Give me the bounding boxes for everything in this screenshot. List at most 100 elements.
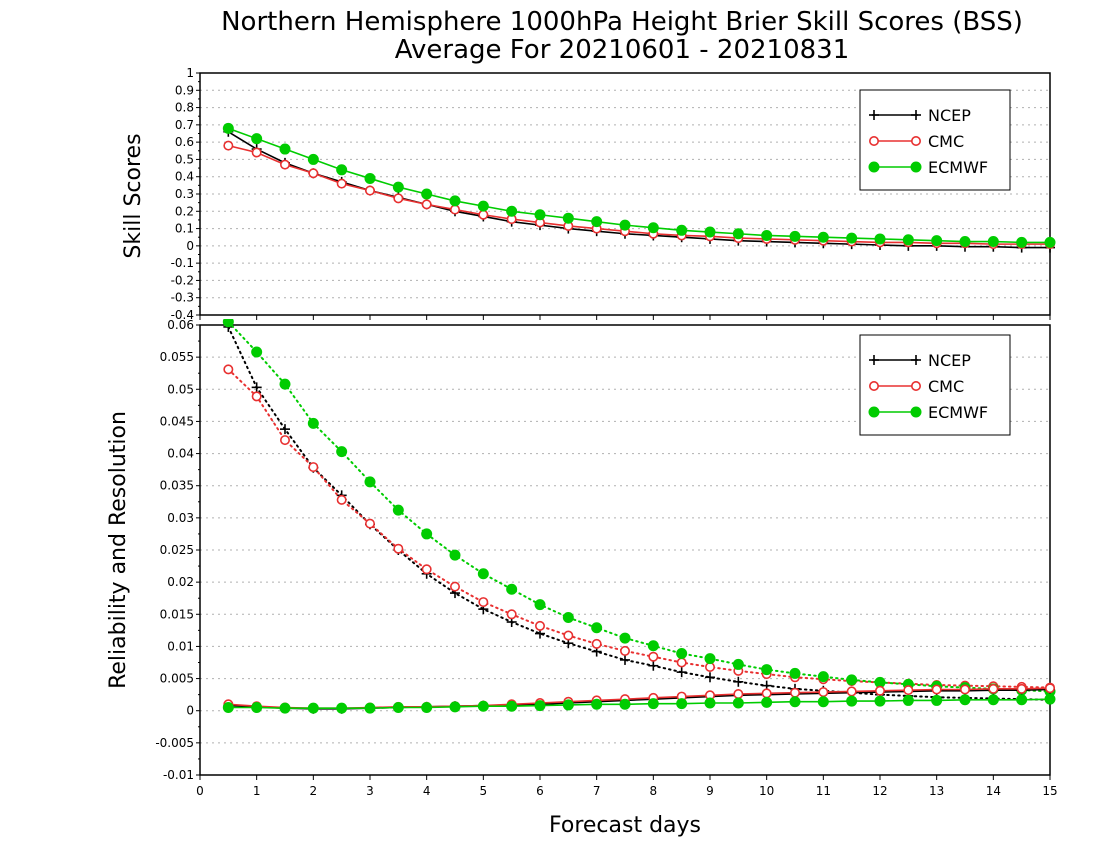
cmc-point bbox=[393, 543, 404, 554]
ecmwf-point bbox=[647, 698, 659, 710]
y-tick-label: 0.055 bbox=[160, 350, 194, 364]
y-axis-label-top: Skill Scores bbox=[121, 133, 146, 258]
ecmwf-point bbox=[421, 702, 433, 713]
ecmwf-point bbox=[222, 702, 234, 713]
cmc-point bbox=[223, 364, 234, 375]
ecmwf-point bbox=[931, 235, 943, 247]
x-tick-label: 6 bbox=[536, 784, 544, 798]
ncep-point bbox=[620, 654, 630, 665]
y-tick-label: -0.3 bbox=[171, 291, 194, 305]
series-group bbox=[222, 319, 1056, 714]
ecmwf-point bbox=[732, 697, 744, 709]
ecmwf-point bbox=[421, 528, 433, 540]
y-tick-label: -0.1 bbox=[171, 256, 194, 270]
ecmwf-point bbox=[506, 583, 518, 595]
cmc-point bbox=[1045, 683, 1056, 694]
ecmwf-point bbox=[562, 699, 574, 711]
ecmwf-point bbox=[902, 694, 914, 706]
ecmwf-point bbox=[1016, 694, 1028, 706]
ecmwf-point bbox=[902, 234, 914, 246]
ecmwf-point bbox=[676, 698, 688, 710]
ecmwf-point bbox=[222, 122, 234, 134]
ecmwf-point bbox=[336, 702, 348, 714]
ecmwf-point bbox=[846, 232, 858, 244]
ecmwf-point bbox=[336, 164, 348, 176]
ecmwf-point bbox=[279, 143, 291, 155]
ecmwf-point bbox=[874, 233, 886, 245]
ecmwf-point bbox=[732, 658, 744, 670]
ecmwf-point bbox=[591, 216, 603, 228]
cmc-point bbox=[364, 518, 375, 529]
legend-box bbox=[859, 334, 1011, 436]
ncep-point bbox=[733, 676, 744, 687]
ecmwf-point bbox=[704, 226, 716, 238]
cmc-point bbox=[478, 209, 489, 220]
plot-frame bbox=[199, 72, 1051, 316]
ecmwf-point bbox=[307, 153, 319, 165]
ecmwf-point bbox=[591, 622, 603, 634]
ecmwf-point bbox=[959, 236, 971, 248]
ecmwf-point bbox=[392, 181, 404, 193]
ecmwf-point bbox=[1044, 693, 1056, 705]
legend-label-ncep: NCEP bbox=[928, 351, 971, 370]
y-tick-label: 0.02 bbox=[167, 575, 194, 589]
y-tick-label: 0.8 bbox=[175, 101, 194, 115]
ecmwf-point bbox=[449, 195, 461, 207]
y-axis-label-bottom: Reliability and Resolution bbox=[106, 411, 131, 689]
x-tick-label: 4 bbox=[423, 784, 431, 798]
cmc-point bbox=[506, 609, 517, 620]
cmc-resolution-line bbox=[227, 368, 1051, 689]
x-tick-label: 10 bbox=[759, 784, 774, 798]
x-tick-label: 5 bbox=[480, 784, 488, 798]
cmc-point bbox=[421, 199, 432, 210]
ecmwf-point bbox=[449, 549, 461, 561]
y-tick-label: 0.7 bbox=[175, 118, 194, 132]
y-tick-label: 0.03 bbox=[167, 511, 194, 525]
ecmwf-point bbox=[959, 694, 971, 706]
y-tick-label: 0.5 bbox=[175, 152, 194, 166]
cmc-point bbox=[251, 147, 262, 158]
cmc-point bbox=[251, 391, 262, 402]
ecmwf-point bbox=[591, 698, 603, 710]
legend-marker bbox=[911, 355, 921, 365]
ecmwf-point bbox=[364, 476, 376, 488]
ecmwf-point bbox=[449, 701, 461, 713]
ecmwf-point bbox=[846, 695, 858, 707]
ecmwf-point bbox=[931, 694, 943, 706]
cmc-point bbox=[818, 687, 829, 698]
ecmwf-point bbox=[704, 697, 716, 709]
ecmwf-point bbox=[307, 702, 319, 714]
ecmwf-point bbox=[534, 599, 546, 611]
ncep-point bbox=[251, 382, 262, 393]
y-tick-label: 0 bbox=[186, 704, 194, 718]
cmc-point bbox=[279, 159, 290, 170]
ecmwf-point bbox=[676, 648, 688, 659]
y-tick-label: 0.04 bbox=[167, 447, 194, 461]
ecmwf-point bbox=[1016, 236, 1028, 248]
ncep-point bbox=[280, 424, 290, 435]
x-tick-label: 9 bbox=[706, 784, 714, 798]
y-tick-label: 0.01 bbox=[167, 639, 194, 653]
cmc-point bbox=[308, 462, 319, 473]
ncep-point bbox=[676, 667, 687, 678]
cmc-point bbox=[903, 685, 914, 696]
ecmwf-point bbox=[789, 696, 801, 708]
ecmwf-point bbox=[704, 653, 716, 665]
ecmwf-point bbox=[392, 504, 404, 516]
ecmwf-point bbox=[506, 700, 518, 712]
ecmwf-point bbox=[987, 694, 999, 706]
cmc-point bbox=[449, 581, 460, 592]
y-tick-label: 0.005 bbox=[160, 672, 194, 686]
ecmwf-point bbox=[251, 702, 263, 713]
y-tick-label: 0.035 bbox=[160, 479, 194, 493]
x-tick-label: 8 bbox=[650, 784, 658, 798]
ecmwf-point bbox=[477, 700, 489, 712]
cmc-point bbox=[308, 168, 319, 179]
cmc-point bbox=[988, 683, 999, 694]
ecmwf-point bbox=[364, 702, 376, 714]
cmc-point bbox=[789, 687, 800, 698]
ecmwf-point bbox=[534, 209, 546, 221]
x-tick-label: 15 bbox=[1042, 784, 1057, 798]
ecmwf-point bbox=[647, 222, 659, 234]
